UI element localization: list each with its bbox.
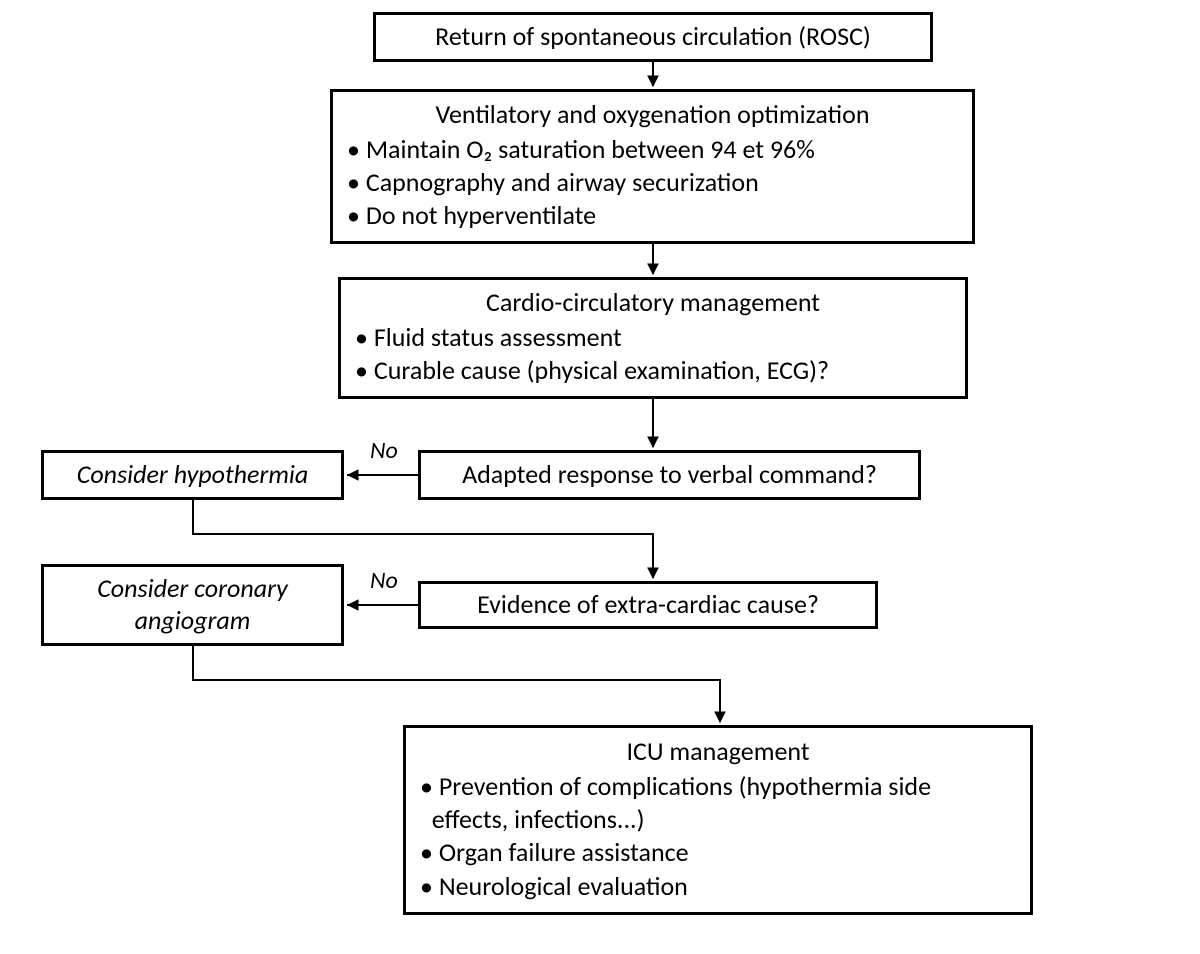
node-title: ICU management: [420, 735, 1016, 768]
bullet-item: • Prevention of complications (hypotherm…: [420, 770, 1016, 803]
bullet-item: • Curable cause (physical examination, E…: [355, 354, 951, 387]
node-title: Adapted response to verbal command?: [435, 458, 904, 491]
node-icu: ICU management• Prevention of complicati…: [403, 725, 1033, 915]
node-extracardiac: Evidence of extra-cardiac cause?: [418, 581, 878, 629]
bullet-item: effects, infections...): [420, 803, 1016, 836]
node-bullets: • Fluid status assessment• Curable cause…: [355, 321, 951, 388]
node-bullets: • Prevention of complications (hypotherm…: [420, 770, 1016, 903]
node-title: Evidence of extra-cardiac cause?: [435, 588, 861, 621]
bullet-item: • Organ failure assistance: [420, 836, 1016, 869]
bullet-item: • Capnography and airway securization: [347, 166, 958, 199]
bullet-item: • Neurological evaluation: [420, 870, 1016, 903]
bullet-item: • Do not hyperventilate: [347, 199, 958, 232]
node-hypothermia: Consider hypothermia: [41, 450, 344, 500]
node-title: Consider hypothermia: [58, 458, 327, 491]
bullet-item: • Maintain O₂ saturation between 94 et 9…: [347, 133, 958, 166]
flowchart-canvas: Return of spontaneous circulation (ROSC)…: [0, 0, 1200, 954]
bullet-item: • Fluid status assessment: [355, 321, 951, 354]
node-bullets: • Maintain O₂ saturation between 94 et 9…: [347, 133, 958, 233]
node-title: Ventilatory and oxygenation optimization: [347, 98, 958, 131]
node-title: Cardio-circulatory management: [355, 286, 951, 319]
node-vent: Ventilatory and oxygenation optimization…: [330, 89, 975, 244]
node-cardio: Cardio-circulatory management• Fluid sta…: [338, 277, 968, 399]
node-title: Return of spontaneous circulation (ROSC): [390, 20, 916, 53]
node-verbal: Adapted response to verbal command?: [418, 450, 921, 500]
node-title: Consider coronary angiogram: [58, 572, 327, 637]
edge-e7: [193, 646, 720, 722]
node-rosc: Return of spontaneous circulation (ROSC): [373, 12, 933, 62]
node-coronary: Consider coronary angiogram: [41, 564, 344, 646]
edge-label-e4: No: [370, 436, 398, 465]
edge-label-e6: No: [370, 566, 398, 595]
